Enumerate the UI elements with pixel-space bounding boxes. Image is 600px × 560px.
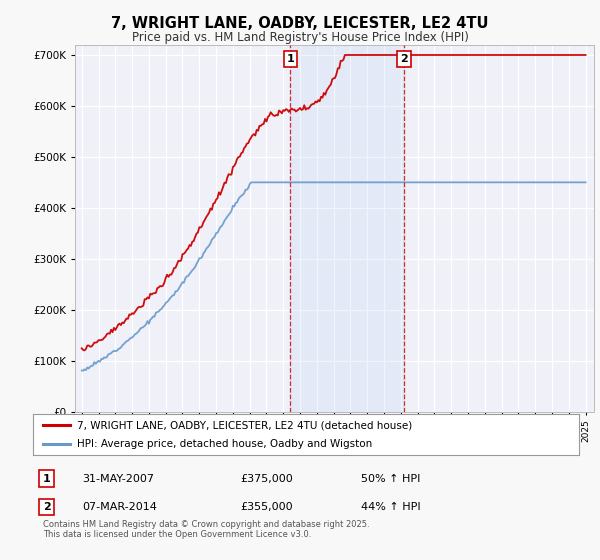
Text: Contains HM Land Registry data © Crown copyright and database right 2025.
This d: Contains HM Land Registry data © Crown c…	[43, 520, 370, 539]
Text: 2: 2	[400, 54, 408, 64]
Text: 50% ↑ HPI: 50% ↑ HPI	[361, 474, 420, 484]
Text: Price paid vs. HM Land Registry's House Price Index (HPI): Price paid vs. HM Land Registry's House …	[131, 31, 469, 44]
Text: 2: 2	[43, 502, 50, 512]
Text: HPI: Average price, detached house, Oadby and Wigston: HPI: Average price, detached house, Oadb…	[77, 439, 372, 449]
Text: 31-MAY-2007: 31-MAY-2007	[82, 474, 154, 484]
Text: £375,000: £375,000	[241, 474, 293, 484]
Text: 07-MAR-2014: 07-MAR-2014	[82, 502, 157, 512]
Text: 7, WRIGHT LANE, OADBY, LEICESTER, LE2 4TU (detached house): 7, WRIGHT LANE, OADBY, LEICESTER, LE2 4T…	[77, 421, 412, 430]
Text: 44% ↑ HPI: 44% ↑ HPI	[361, 502, 420, 512]
Bar	[290, 45, 404, 412]
Text: 1: 1	[286, 54, 294, 64]
Text: £355,000: £355,000	[241, 502, 293, 512]
Text: 1: 1	[43, 474, 50, 484]
Text: 7, WRIGHT LANE, OADBY, LEICESTER, LE2 4TU: 7, WRIGHT LANE, OADBY, LEICESTER, LE2 4T…	[111, 16, 489, 31]
